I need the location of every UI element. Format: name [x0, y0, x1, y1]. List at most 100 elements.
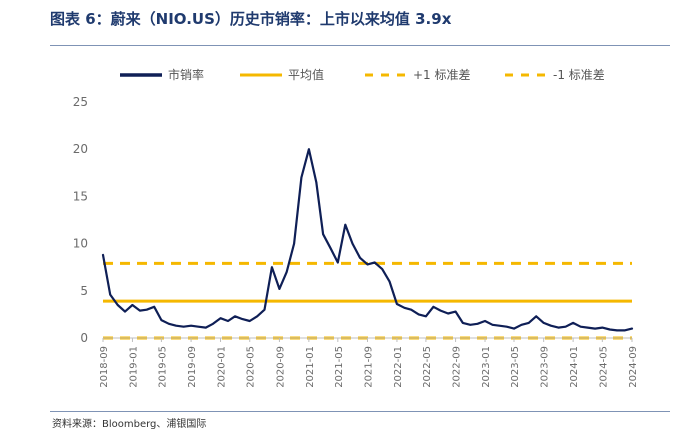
data-point — [535, 315, 537, 318]
y-tick-label: 10 — [73, 237, 88, 251]
data-point — [550, 324, 552, 327]
y-tick-label: 25 — [73, 95, 88, 109]
data-point — [190, 324, 192, 327]
data-point — [116, 304, 119, 306]
x-tick-label: 2024-01 — [569, 346, 580, 388]
data-point — [153, 306, 155, 308]
x-tick-label: 2018-09 — [99, 346, 110, 388]
data-point — [425, 315, 427, 318]
chart-title: 图表 6：蔚来（NIO.US）历史市销率：上市以来均值 3.9x — [50, 10, 452, 28]
x-tick-label: 2024-09 — [628, 346, 639, 388]
legend-label: +1 标准差 — [413, 68, 471, 82]
x-tick-label: 2020-01 — [217, 346, 228, 388]
data-point — [616, 329, 618, 332]
x-tick-label: 2023-05 — [510, 346, 521, 388]
data-point — [227, 320, 229, 322]
x-tick-label: 2023-09 — [540, 346, 551, 388]
data-point — [601, 326, 604, 329]
y-axis: 0 5 10 15 20 25 — [73, 95, 88, 345]
legend-label: 市销率 — [168, 67, 204, 82]
data-point — [498, 324, 501, 327]
data-point — [337, 261, 339, 264]
data-point — [145, 308, 148, 311]
data-point — [366, 263, 369, 266]
data-point — [124, 310, 126, 313]
data-point — [285, 271, 288, 273]
data-point — [373, 261, 376, 264]
source-rule — [50, 411, 670, 412]
y-tick-label: 20 — [73, 142, 88, 156]
data-point — [197, 325, 200, 328]
data-point — [623, 329, 626, 332]
data-point — [594, 327, 596, 330]
data-point — [293, 242, 295, 245]
data-point — [344, 223, 347, 226]
data-point — [564, 325, 567, 328]
data-point — [403, 306, 406, 309]
x-tick-label: 2020-05 — [246, 346, 257, 388]
data-point — [388, 280, 391, 283]
data-point — [139, 309, 141, 312]
data-point — [241, 318, 244, 320]
data-point — [205, 326, 207, 329]
data-point — [505, 325, 508, 328]
data-point — [271, 266, 273, 269]
data-point — [175, 324, 177, 327]
title-rule — [50, 45, 670, 46]
data-point — [469, 323, 472, 326]
data-point — [131, 304, 134, 306]
legend-label: -1 标准差 — [553, 68, 605, 82]
data-point — [579, 325, 582, 328]
source-note: 资料来源：Bloomberg、浦银国际 — [52, 419, 207, 430]
data-point — [476, 323, 479, 325]
x-tick-label: 2021-01 — [305, 346, 316, 388]
data-point — [168, 323, 170, 325]
data-point — [417, 313, 420, 316]
x-tick-label: 2022-09 — [452, 346, 463, 388]
data-point — [248, 320, 251, 322]
data-point — [234, 315, 236, 318]
x-tick-label: 2020-09 — [275, 346, 286, 388]
legend-label: 平均值 — [288, 67, 324, 82]
data-point — [182, 325, 185, 328]
data-point — [491, 323, 494, 326]
legend: 市销率 平均值 +1 标准差 -1 标准差 — [120, 67, 605, 82]
x-tick-label: 2019-09 — [187, 346, 198, 388]
data-point — [542, 322, 545, 324]
x-tick-label: 2022-05 — [422, 346, 433, 388]
y-tick-label: 15 — [73, 189, 88, 203]
data-point — [447, 312, 449, 315]
data-point — [359, 256, 361, 259]
data-point — [278, 288, 281, 290]
data-point — [381, 268, 384, 270]
data-point — [212, 323, 214, 325]
data-point — [263, 308, 266, 311]
x-tick-label: 2019-05 — [157, 346, 168, 388]
data-point — [109, 293, 112, 296]
data-point — [527, 322, 530, 324]
data-point — [462, 322, 464, 324]
data-point — [608, 328, 611, 331]
data-point — [315, 181, 318, 184]
data-point — [396, 303, 398, 305]
data-point — [520, 323, 523, 326]
data-point — [219, 317, 222, 319]
data-point — [631, 327, 633, 330]
y-tick-label: 5 — [80, 284, 88, 298]
data-point — [351, 242, 354, 245]
x-tick-label: 2023-01 — [481, 346, 492, 388]
data-point — [557, 326, 560, 329]
data-point — [432, 306, 435, 308]
x-axis: 2018-09 2019-01 2019-05 2019-09 2020-01 2020-… — [99, 338, 639, 388]
x-tick-label: 2024-05 — [598, 346, 609, 388]
x-tick-label: 2021-05 — [334, 346, 345, 388]
series-layer — [101, 148, 634, 332]
data-point — [329, 247, 332, 250]
data-point — [256, 315, 259, 318]
data-point — [160, 319, 163, 321]
x-tick-label: 2021-09 — [364, 346, 375, 388]
data-point — [308, 148, 310, 150]
data-point — [513, 327, 515, 330]
data-point — [300, 176, 303, 179]
